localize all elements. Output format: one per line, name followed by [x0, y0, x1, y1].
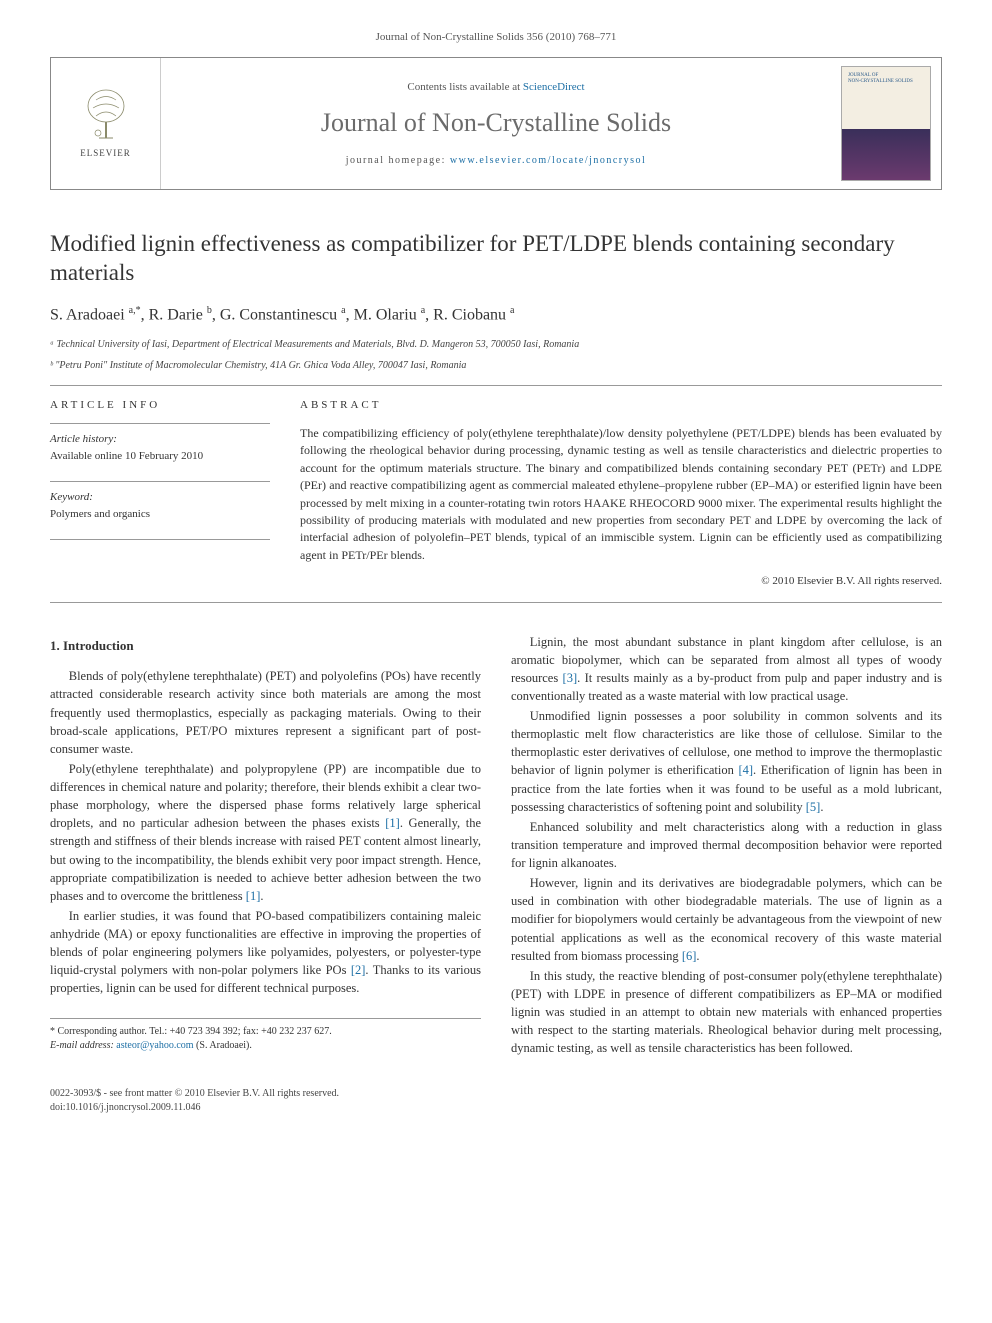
affiliation-b: ᵇ "Petru Poni" Institute of Macromolecul… [50, 358, 942, 373]
body-paragraph: Lignin, the most abundant substance in p… [511, 633, 942, 706]
publisher-name: ELSEVIER [80, 147, 131, 160]
cover-thumb-title: JOURNAL OF NON-CRYSTALLINE SOLIDS [848, 73, 924, 84]
article-history-label: Article history: [50, 423, 270, 447]
abstract-heading: ABSTRACT [300, 398, 942, 413]
abstract-copyright: © 2010 Elsevier B.V. All rights reserved… [300, 574, 942, 589]
affiliation-a: ᵃ Technical University of Iasi, Departme… [50, 337, 942, 352]
body-paragraph: Unmodified lignin possesses a poor solub… [511, 707, 942, 816]
corr-email-line: E-mail address: asteor@yahoo.com (S. Ara… [50, 1039, 481, 1053]
article-info-heading: ARTICLE INFO [50, 398, 270, 413]
elsevier-logo: ELSEVIER [71, 84, 141, 164]
masthead-center: Contents lists available at ScienceDirec… [161, 58, 831, 189]
keywords-block: Keyword: Polymers and organics [50, 490, 270, 540]
corr-author-line: * Corresponding author. Tel.: +40 723 39… [50, 1025, 481, 1039]
author-list: S. Aradoaei a,*, R. Darie b, G. Constant… [50, 304, 942, 327]
body-paragraph: In earlier studies, it was found that PO… [50, 907, 481, 998]
body-two-column: 1. Introduction Blends of poly(ethylene … [50, 633, 942, 1058]
cover-caption-top: JOURNAL OF [848, 73, 878, 78]
corresponding-author-footnote: * Corresponding author. Tel.: +40 723 39… [50, 1018, 481, 1053]
journal-cover-thumbnail: JOURNAL OF NON-CRYSTALLINE SOLIDS [841, 66, 931, 181]
contents-prefix: Contents lists available at [407, 81, 522, 93]
homepage-prefix: journal homepage: [346, 155, 450, 166]
cover-caption-main: NON-CRYSTALLINE SOLIDS [848, 79, 913, 84]
keyword-value: Polymers and organics [50, 507, 270, 522]
doi-line: doi:10.1016/j.jnoncrysol.2009.11.046 [50, 1101, 942, 1115]
affiliations-block: ᵃ Technical University of Iasi, Departme… [50, 337, 942, 373]
citation-link-4[interactable]: [4] [738, 763, 753, 777]
article-title: Modified lignin effectiveness as compati… [50, 230, 942, 288]
journal-homepage-line: journal homepage: www.elsevier.com/locat… [346, 154, 647, 168]
masthead: ELSEVIER Contents lists available at Sci… [50, 57, 942, 190]
body-paragraph: Enhanced solubility and melt characteris… [511, 818, 942, 872]
divider [50, 602, 942, 603]
body-paragraph: In this study, the reactive blending of … [511, 967, 942, 1058]
citation-link-3[interactable]: [3] [563, 671, 578, 685]
article-info-column: ARTICLE INFO Article history: Available … [50, 398, 270, 590]
citation-link-1[interactable]: [1] [385, 816, 400, 830]
issn-front-matter-line: 0022-3093/$ - see front matter © 2010 El… [50, 1087, 942, 1101]
publisher-logo-cell: ELSEVIER [51, 58, 161, 189]
body-paragraph: However, lignin and its derivatives are … [511, 874, 942, 965]
info-abstract-row: ARTICLE INFO Article history: Available … [50, 398, 942, 590]
journal-title: Journal of Non-Crystalline Solids [321, 105, 671, 141]
bottom-meta-block: 0022-3093/$ - see front matter © 2010 El… [50, 1087, 942, 1115]
section-heading-introduction: 1. Introduction [50, 637, 481, 656]
article-history-block: Article history: Available online 10 Feb… [50, 423, 270, 482]
cover-thumb-cell: JOURNAL OF NON-CRYSTALLINE SOLIDS [831, 58, 941, 189]
corr-email-link[interactable]: asteor@yahoo.com [116, 1040, 193, 1051]
keyword-label: Keyword: [50, 490, 270, 505]
citation-link-6[interactable]: [6] [682, 949, 697, 963]
running-header: Journal of Non-Crystalline Solids 356 (2… [50, 30, 942, 45]
citation-link-5[interactable]: [5] [806, 800, 821, 814]
divider [50, 385, 942, 386]
abstract-column: ABSTRACT The compatibilizing efficiency … [300, 398, 942, 590]
elsevier-tree-icon [81, 88, 131, 143]
journal-homepage-link[interactable]: www.elsevier.com/locate/jnoncrysol [450, 155, 646, 166]
abstract-text: The compatibilizing efficiency of poly(e… [300, 425, 942, 564]
sciencedirect-link[interactable]: ScienceDirect [523, 81, 585, 93]
article-history-line: Available online 10 February 2010 [50, 449, 270, 464]
body-paragraph: Blends of poly(ethylene terephthalate) (… [50, 667, 481, 758]
citation-link-1[interactable]: [1] [246, 889, 261, 903]
body-paragraph: Poly(ethylene terephthalate) and polypro… [50, 760, 481, 905]
contents-available-line: Contents lists available at ScienceDirec… [407, 80, 584, 95]
citation-link-2[interactable]: [2] [351, 963, 366, 977]
